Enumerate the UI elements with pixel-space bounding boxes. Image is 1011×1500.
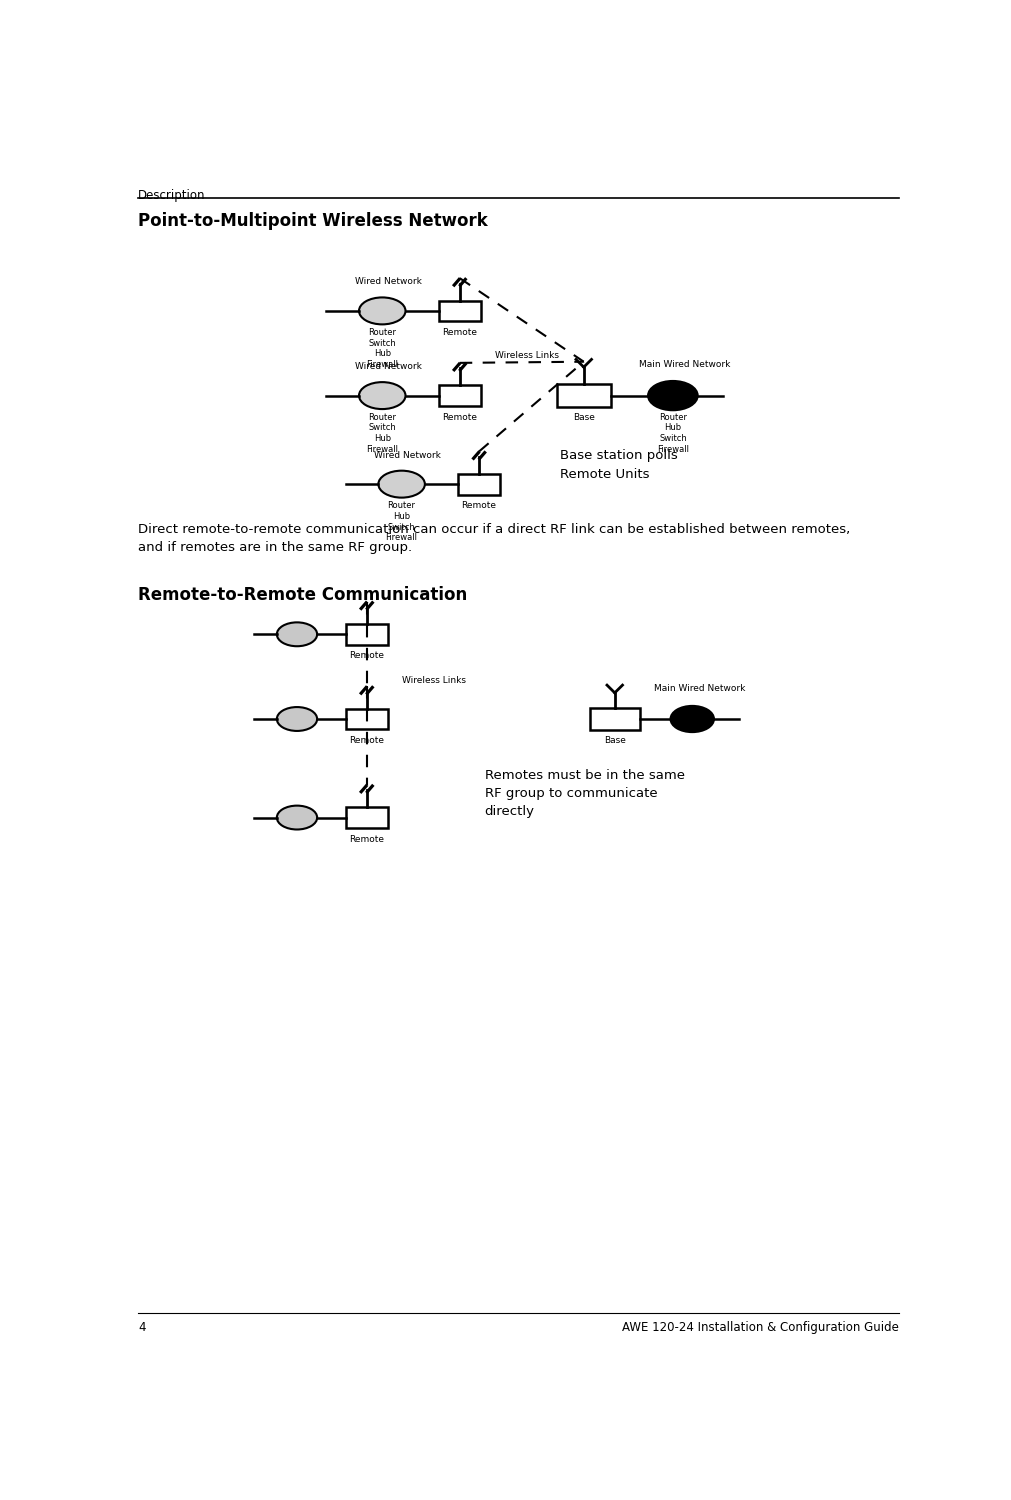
Text: Wired Network: Wired Network (355, 362, 422, 370)
Bar (439, 300, 480, 321)
Text: Wireless Links: Wireless Links (494, 351, 558, 360)
Bar (439, 386, 480, 406)
Text: Remote: Remote (442, 413, 477, 422)
Text: Point-to-Multipoint Wireless Network: Point-to-Multipoint Wireless Network (137, 213, 487, 231)
Ellipse shape (277, 706, 316, 730)
Bar (346, 624, 387, 645)
Bar (346, 708, 387, 729)
Text: Remote: Remote (349, 834, 384, 843)
Ellipse shape (378, 471, 425, 498)
Text: Remote-to-Remote Communication: Remote-to-Remote Communication (137, 586, 467, 604)
Text: Direct remote-to-remote communication can occur if a direct RF link can be estab: Direct remote-to-remote communication ca… (137, 522, 849, 554)
Text: Wired Network: Wired Network (355, 278, 422, 286)
Text: Router
Hub
Switch
Firewall: Router Hub Switch Firewall (656, 413, 688, 454)
Text: Base: Base (572, 413, 594, 422)
Bar (556, 384, 611, 406)
Text: Main Wired Network: Main Wired Network (638, 360, 730, 369)
Text: Wireless Links: Wireless Links (401, 676, 465, 686)
Text: Remotes must be in the same
RF group to communicate
directly: Remotes must be in the same RF group to … (484, 770, 683, 818)
Ellipse shape (670, 706, 713, 732)
Text: Description: Description (137, 189, 205, 202)
Text: AWE 120-24 Installation & Configuration Guide: AWE 120-24 Installation & Configuration … (622, 1322, 899, 1334)
Text: Base: Base (604, 736, 625, 746)
Text: Remote: Remote (461, 501, 496, 510)
Ellipse shape (277, 806, 316, 830)
Text: Router
Hub
Switch
Firewall: Router Hub Switch Firewall (385, 501, 418, 543)
Bar (589, 708, 639, 730)
Ellipse shape (359, 297, 405, 324)
Text: Remote: Remote (349, 736, 384, 746)
Text: Main Wired Network: Main Wired Network (654, 684, 745, 693)
Text: Wired Network: Wired Network (374, 450, 441, 459)
Text: Remote: Remote (442, 328, 477, 338)
Text: Base station polls
Remote Units: Base station polls Remote Units (560, 450, 677, 480)
Bar (346, 807, 387, 828)
Bar (458, 474, 499, 495)
Ellipse shape (277, 622, 316, 646)
Text: Remote: Remote (349, 651, 384, 660)
Text: Router
Switch
Hub
Firewall: Router Switch Hub Firewall (366, 328, 398, 369)
Text: 4: 4 (137, 1322, 146, 1334)
Text: Router
Switch
Hub
Firewall: Router Switch Hub Firewall (366, 413, 398, 454)
Ellipse shape (647, 381, 697, 410)
Ellipse shape (359, 382, 405, 410)
